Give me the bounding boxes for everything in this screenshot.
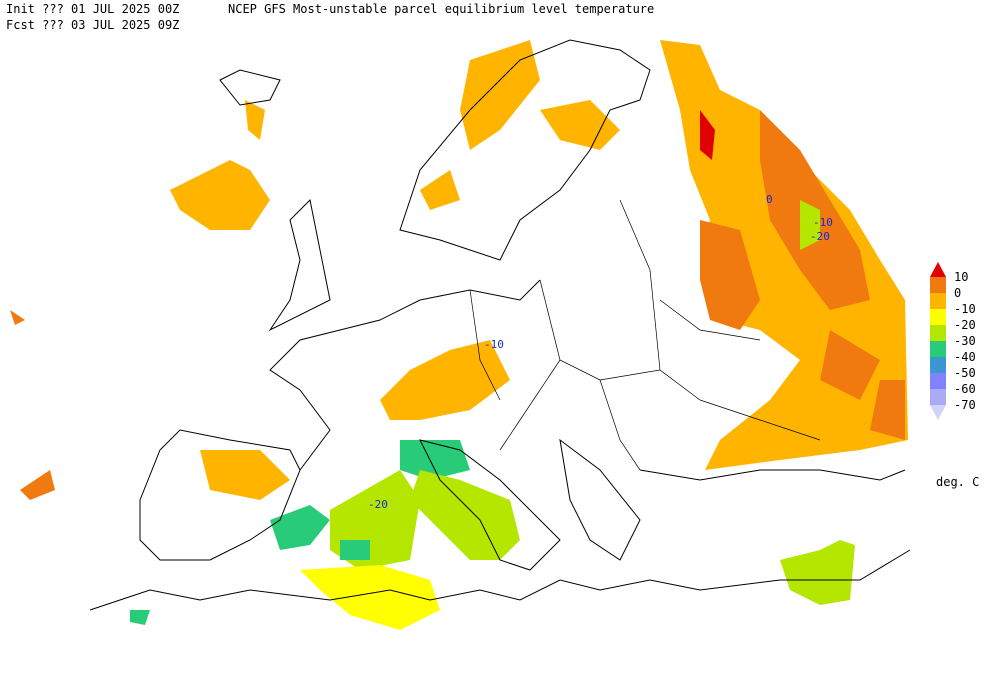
legend-label: -50 [954,366,976,380]
legend-label: -30 [954,334,976,348]
legend-swatch [930,373,946,389]
legend-swatch [930,277,946,293]
legend-label: 10 [954,270,968,284]
legend-swatch [930,309,946,325]
legend-swatch [930,293,946,309]
contour-label: -20 [810,230,830,243]
legend-label: -10 [954,302,976,316]
legend-swatch [930,325,946,341]
fcst-label: Fcst ??? 03 JUL 2025 09Z [6,18,179,32]
coastlines [89,39,911,611]
legend-label: 0 [954,286,961,300]
legend-label: -40 [954,350,976,364]
borders [469,199,821,471]
color-legend: 10 0 -10 -20 -30 -40 -50 -60 -70 [930,262,976,420]
contour-label: -10 [813,216,833,229]
field [10,40,908,630]
contour-label: -20 [368,498,388,511]
map-title: NCEP GFS Most-unstable parcel equilibriu… [228,2,654,16]
contour-label: -10 [484,338,504,351]
legend-unit: deg. C [936,475,979,489]
legend-swatch [930,389,946,405]
legend-swatch [930,357,946,373]
legend-label: -20 [954,318,976,332]
contour-label: 0 [766,193,773,206]
contour-labels: 0 -10 -20 -10 -20 [368,193,833,511]
legend-label: -70 [954,398,976,412]
legend-swatch [930,341,946,357]
legend-label: -60 [954,382,976,396]
legend-swatch [930,262,946,277]
legend-swatch [930,405,946,420]
init-label: Init ??? 01 JUL 2025 00Z [6,2,179,16]
